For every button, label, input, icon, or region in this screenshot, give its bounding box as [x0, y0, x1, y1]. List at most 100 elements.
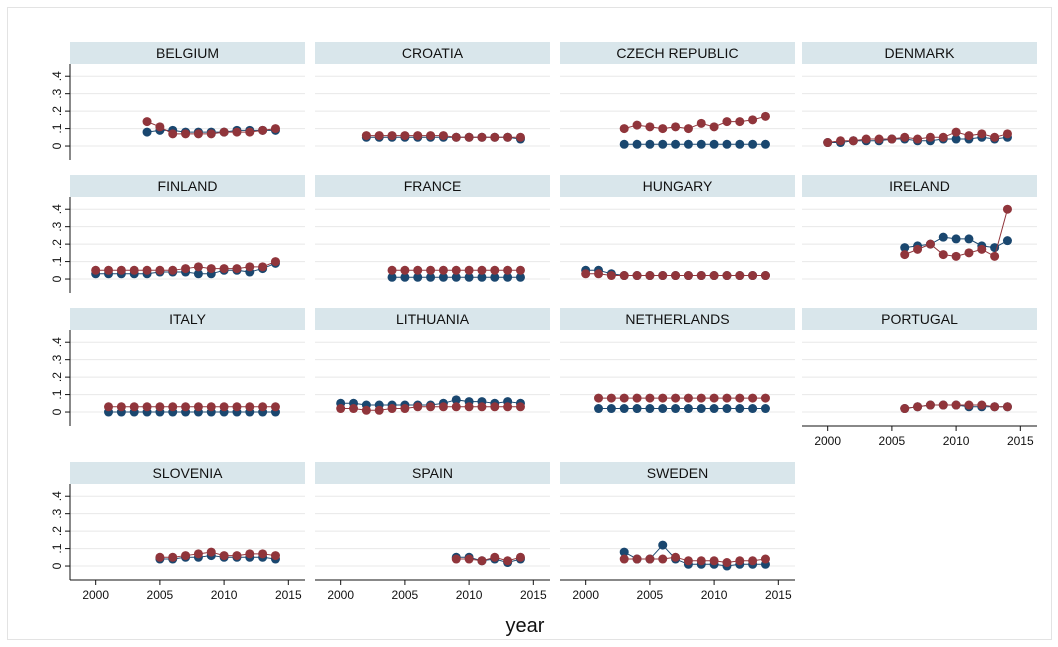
y-tick-label: 0	[50, 275, 64, 282]
data-point	[155, 402, 165, 412]
data-point	[245, 262, 255, 272]
data-point	[696, 404, 706, 414]
x-tick-label: 2000	[572, 588, 599, 602]
data-point	[400, 272, 410, 282]
data-point	[735, 271, 745, 281]
data-point	[258, 402, 268, 412]
data-point	[232, 264, 242, 274]
data-point	[683, 404, 693, 414]
data-point	[760, 554, 770, 564]
data-point	[735, 404, 745, 414]
data-point	[645, 271, 655, 281]
data-point	[258, 262, 268, 272]
data-point	[836, 136, 846, 146]
data-point	[193, 269, 203, 279]
data-point	[116, 265, 126, 275]
data-point	[619, 554, 629, 564]
data-point	[977, 400, 987, 410]
data-point	[671, 271, 681, 281]
data-point	[168, 402, 178, 412]
x-tick-label: 2000	[814, 434, 841, 448]
x-tick-label: 2015	[520, 588, 547, 602]
data-point	[181, 402, 191, 412]
data-point	[658, 404, 668, 414]
data-point	[116, 402, 126, 412]
data-point	[477, 265, 487, 275]
data-point	[709, 556, 719, 566]
data-point	[258, 125, 268, 135]
data-point	[951, 127, 961, 137]
data-point	[155, 552, 165, 562]
data-point	[387, 265, 397, 275]
data-point	[722, 404, 732, 414]
data-point	[206, 264, 216, 274]
data-point	[168, 552, 178, 562]
data-point	[477, 132, 487, 142]
data-point	[181, 551, 191, 561]
data-point	[658, 271, 668, 281]
data-point	[900, 132, 910, 142]
data-point	[658, 540, 668, 550]
y-tick-label: .4	[50, 71, 64, 81]
panel-title: ITALY	[169, 311, 206, 327]
data-point	[168, 129, 178, 139]
x-tick-label: 2015	[1007, 434, 1034, 448]
data-point	[735, 117, 745, 127]
panel-header	[315, 308, 550, 330]
data-point	[671, 404, 681, 414]
x-tick-label: 2005	[879, 434, 906, 448]
data-point	[490, 402, 500, 412]
data-point	[451, 554, 461, 564]
data-point	[823, 138, 833, 148]
panel-title: NETHERLANDS	[625, 311, 729, 327]
data-point	[581, 269, 591, 279]
data-point	[426, 131, 436, 141]
panel-header	[70, 462, 305, 484]
data-point	[925, 239, 935, 249]
data-point	[696, 139, 706, 149]
data-point	[722, 117, 732, 127]
data-point	[722, 558, 732, 568]
y-tick-label: .1	[50, 123, 64, 133]
data-point	[696, 118, 706, 128]
data-point	[594, 404, 604, 414]
data-point	[645, 393, 655, 403]
data-point	[387, 404, 397, 414]
data-point	[900, 250, 910, 260]
data-point	[760, 393, 770, 403]
panel-header	[70, 175, 305, 197]
panel-header	[802, 308, 1037, 330]
data-point	[913, 402, 923, 412]
data-point	[594, 393, 604, 403]
y-tick-label: .3	[50, 221, 64, 231]
data-point	[990, 132, 1000, 142]
data-point	[451, 402, 461, 412]
x-tick-label: 2005	[637, 588, 664, 602]
data-point	[245, 549, 255, 559]
x-axis-label: year	[506, 615, 545, 637]
x-tick-label: 2005	[392, 588, 419, 602]
data-point	[683, 271, 693, 281]
data-point	[606, 404, 616, 414]
panel-header	[560, 462, 795, 484]
data-point	[438, 402, 448, 412]
data-point	[925, 132, 935, 142]
data-point	[477, 556, 487, 566]
y-tick-label: .4	[50, 337, 64, 347]
data-point	[374, 405, 384, 415]
data-point	[990, 251, 1000, 261]
y-tick-label: .3	[50, 508, 64, 518]
data-point	[426, 402, 436, 412]
panel-title: FINLAND	[158, 178, 218, 194]
data-point	[503, 556, 513, 566]
data-point	[413, 265, 423, 275]
data-point	[477, 272, 487, 282]
data-point	[1002, 129, 1012, 139]
y-tick-label: 0	[50, 562, 64, 569]
data-point	[400, 404, 410, 414]
data-point	[861, 134, 871, 144]
panel-title: SPAIN	[412, 465, 453, 481]
data-point	[1002, 402, 1012, 412]
data-point	[142, 127, 152, 137]
